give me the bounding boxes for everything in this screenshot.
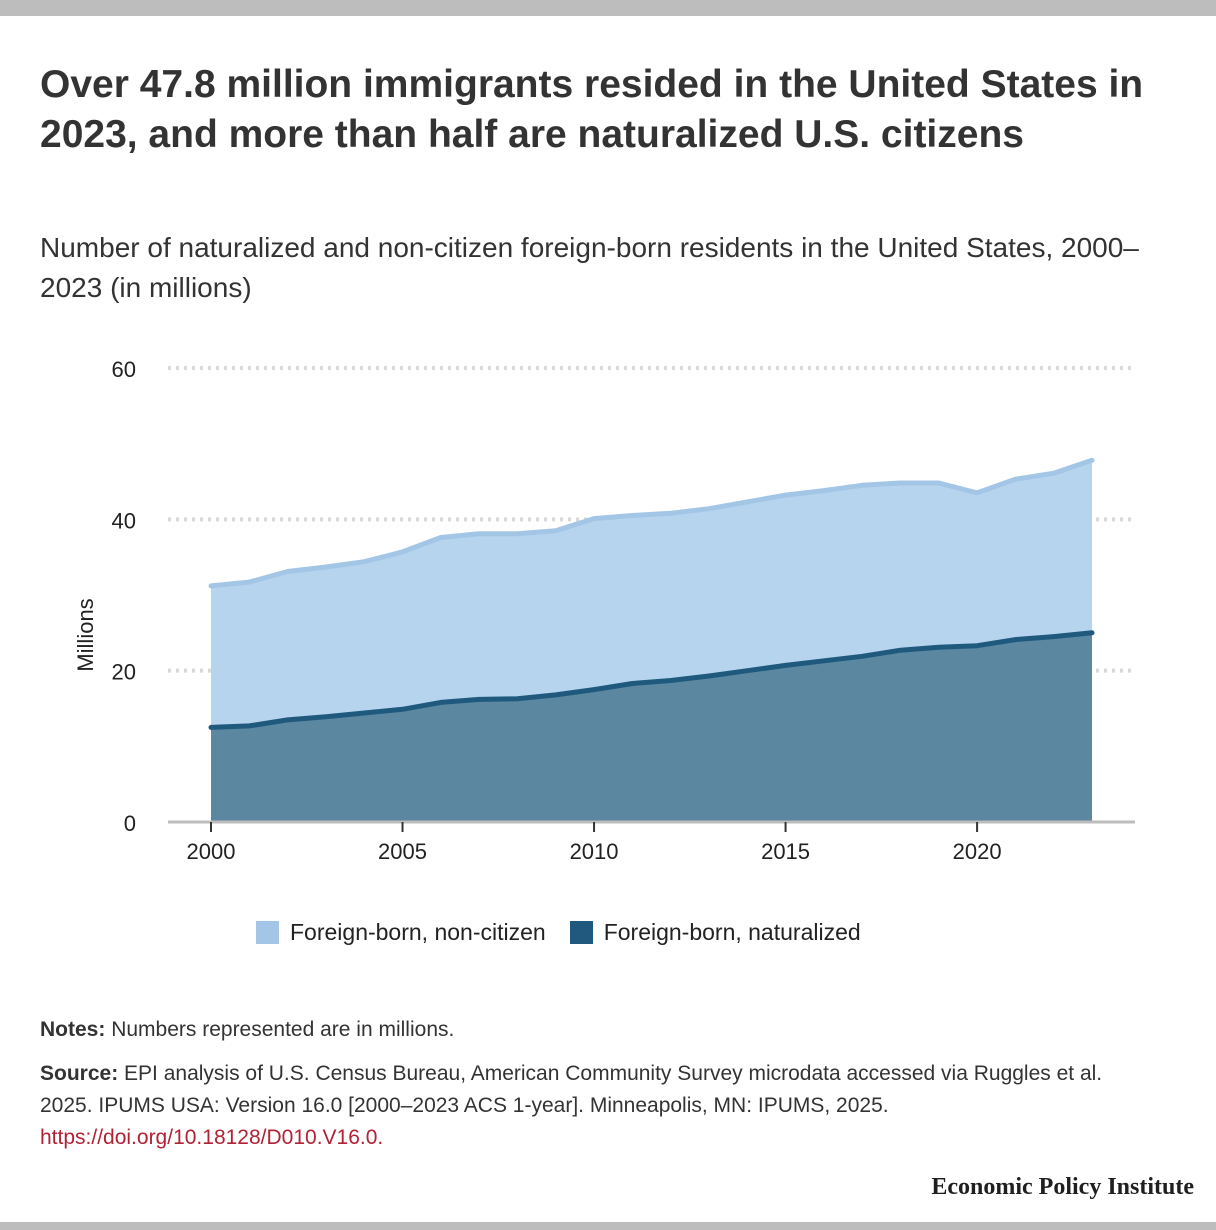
y-tick-label-60: 60 (112, 357, 136, 382)
top-border (0, 0, 1216, 16)
chart-legend: Foreign-born, non-citizen Foreign-born, … (256, 914, 885, 950)
area-non-citizen (211, 460, 1092, 728)
line-total (208, 457, 1095, 589)
legend-label-non-citizen: Foreign-born, non-citizen (290, 918, 546, 945)
epi-logo: Economic Policy Institute (931, 1174, 1194, 1200)
source-label: Source: (40, 1062, 119, 1085)
legend-item-non-citizen[interactable]: Foreign-born, non-citizen (256, 919, 546, 946)
y-tick-label-0: 0 (124, 811, 136, 836)
legend-swatch-non-citizen (256, 920, 279, 944)
y-axis-label: Millions (73, 598, 98, 671)
chart-source: Source: EPI analysis of U.S. Census Bure… (40, 1058, 1150, 1154)
chart-subtitle: Number of naturalized and non-citizen fo… (40, 232, 1139, 303)
x-tick-label-2015: 2015 (761, 839, 810, 864)
legend-swatch-naturalized (569, 920, 593, 944)
chart-notes: Notes: Numbers represented are in millio… (40, 1014, 1180, 1045)
legend-label-naturalized: Foreign-born, naturalized (603, 918, 861, 945)
y-tick-label-40: 40 (112, 508, 136, 533)
line-naturalized (208, 630, 1095, 730)
source-doi-link[interactable]: https://doi.org/10.18128/D010.V16.0. (40, 1126, 384, 1149)
x-tick-label-2000: 2000 (187, 839, 236, 864)
area-chart: 0 20 40 60 Millions 2000 2005 2010 2015 2020 (73, 357, 1135, 864)
bottom-border (0, 1222, 1216, 1230)
x-tick-label-2020: 2020 (953, 839, 1002, 864)
area-naturalized (211, 632, 1092, 822)
x-tick-label-2010: 2010 (570, 839, 619, 864)
legend-item-naturalized[interactable]: Foreign-born, naturalized (569, 918, 861, 946)
source-text: EPI analysis of U.S. Census Bureau, Amer… (40, 1062, 1103, 1117)
notes-text: Numbers represented are in millions. (111, 1018, 455, 1041)
y-tick-label-20: 20 (112, 660, 136, 685)
chart-title: Over 47.8 million immigrants resided in … (40, 63, 1144, 156)
notes-label: Notes: (40, 1018, 106, 1041)
x-tick-label-2005: 2005 (378, 839, 427, 864)
